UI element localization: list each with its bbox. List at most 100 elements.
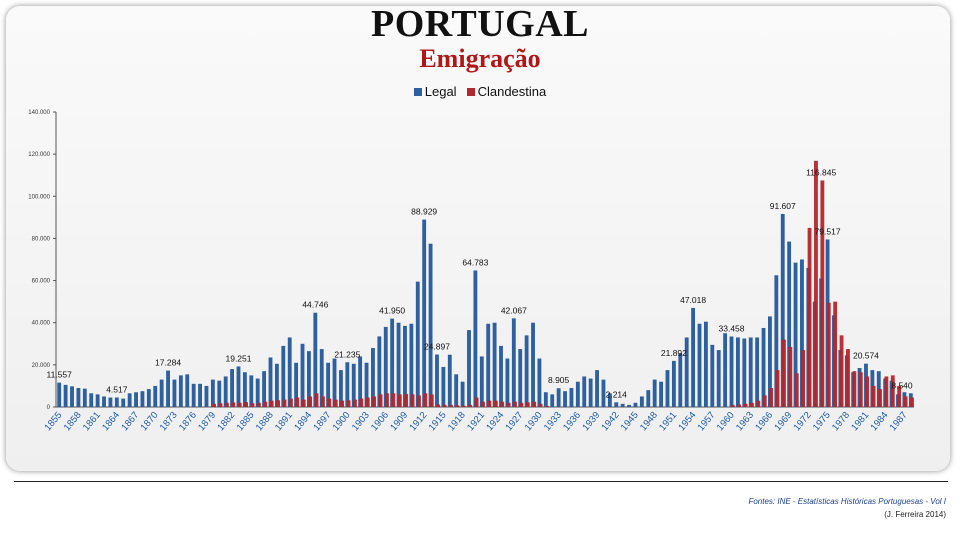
bar-legal — [473, 270, 478, 407]
y-tick-label: 140.000 — [28, 110, 50, 116]
x-tick-label: 1960 — [715, 410, 737, 433]
x-tick-label: 1939 — [580, 410, 602, 433]
bar-legal — [217, 380, 222, 407]
bar-clandestina — [397, 394, 402, 407]
x-tick-label: 1861 — [81, 410, 103, 433]
bar-legal — [479, 356, 484, 407]
bar-legal — [748, 337, 753, 407]
bar-legal — [358, 356, 363, 407]
legend-swatch-legal — [413, 87, 422, 96]
bar-clandestina — [545, 405, 549, 407]
bar-legal — [524, 335, 529, 407]
bar-legal — [255, 378, 260, 407]
x-tick-label: 1915 — [427, 410, 449, 433]
legend-label-clandestina: Clandestina — [477, 84, 547, 99]
x-tick-label: 1858 — [62, 410, 84, 433]
bar-clandestina — [250, 403, 255, 407]
bar-legal — [575, 381, 580, 407]
chart-title: PORTUGAL — [370, 3, 589, 45]
bar-clandestina — [391, 393, 396, 407]
bar-clandestina — [865, 376, 870, 407]
bar-clandestina — [846, 349, 850, 407]
bar-clandestina — [436, 404, 441, 407]
x-tick-label: 1936 — [561, 410, 583, 433]
bar-clandestina — [449, 404, 453, 407]
bar-legal — [511, 318, 516, 407]
bar-legal — [563, 391, 567, 407]
data-label: 64.783 — [462, 257, 488, 267]
bar-legal — [345, 362, 350, 407]
bar-legal — [140, 391, 145, 407]
bar-legal — [742, 338, 747, 407]
x-tick-label: 1906 — [369, 410, 391, 433]
bar-clandestina — [897, 385, 902, 407]
y-tick-label: 20.000 — [32, 363, 51, 369]
bar-clandestina — [852, 371, 857, 407]
data-label: 44.746 — [302, 300, 328, 310]
bar-legal — [274, 363, 279, 407]
x-tick-label: 1951 — [657, 410, 679, 433]
bar-legal — [326, 362, 331, 407]
bar-legal — [108, 397, 113, 407]
bar-clandestina — [461, 405, 466, 407]
x-tick-label: 1873 — [158, 410, 180, 433]
bar-clandestina — [237, 402, 242, 407]
bar-legal — [134, 392, 138, 407]
bar-legal — [390, 318, 395, 407]
bar-legal — [287, 337, 292, 407]
bar-legal — [761, 327, 766, 407]
bar-legal — [146, 389, 151, 407]
bar-clandestina — [769, 388, 774, 407]
x-tick-label: 1870 — [139, 410, 161, 433]
x-tick-label: 1966 — [753, 410, 775, 433]
source-note: Fontes: INE - Estatísticas Históricas Po… — [748, 497, 946, 506]
bar-clandestina — [256, 402, 261, 407]
bar-legal — [159, 379, 164, 407]
data-label: 21.235 — [334, 349, 360, 359]
bar-legal — [313, 312, 318, 407]
x-tick-label: 1963 — [734, 410, 756, 433]
x-tick-label: 1948 — [638, 410, 660, 433]
x-tick-label: 1972 — [792, 410, 814, 433]
bar-legal — [671, 360, 676, 407]
bar-clandestina — [321, 396, 325, 407]
legend-item-legal: Legal — [413, 84, 457, 99]
bar-clandestina — [269, 400, 274, 407]
bar-legal — [614, 402, 619, 407]
x-tick-label: 1885 — [235, 410, 257, 433]
bar-clandestina — [743, 403, 748, 407]
bar-legal — [383, 326, 388, 407]
x-tick-label: 1879 — [196, 410, 218, 433]
bar-clandestina — [282, 399, 287, 407]
data-label: 8.540 — [891, 380, 913, 390]
bar-clandestina — [372, 396, 377, 407]
data-label: 8.905 — [548, 375, 570, 385]
bar-legal — [435, 354, 439, 407]
bar-legal — [678, 353, 683, 407]
bar-clandestina — [378, 394, 383, 407]
x-tick-label: 1984 — [868, 410, 890, 433]
bar-legal — [102, 396, 106, 407]
x-tick-label: 1969 — [772, 410, 794, 433]
y-tick-label: 40.000 — [32, 321, 51, 327]
bar-legal — [121, 398, 126, 407]
bar-legal — [262, 371, 267, 407]
bar-legal — [550, 394, 555, 407]
bar-clandestina — [365, 397, 370, 407]
data-label: 33.458 — [719, 323, 745, 333]
bar-legal — [627, 404, 631, 407]
x-tick-label: 1942 — [600, 410, 622, 433]
bar-legal — [300, 343, 305, 407]
bar-clandestina — [244, 402, 249, 407]
x-tick-label: 1855 — [42, 410, 64, 433]
x-tick-label: 1900 — [331, 410, 353, 433]
bar-clandestina — [903, 396, 908, 407]
bar-clandestina — [276, 400, 281, 407]
bar-clandestina — [525, 402, 530, 407]
bar-legal — [204, 385, 209, 407]
bar-legal — [793, 262, 798, 407]
bar-legal — [659, 381, 664, 407]
bar-clandestina — [218, 403, 223, 407]
bar-legal — [236, 366, 241, 407]
